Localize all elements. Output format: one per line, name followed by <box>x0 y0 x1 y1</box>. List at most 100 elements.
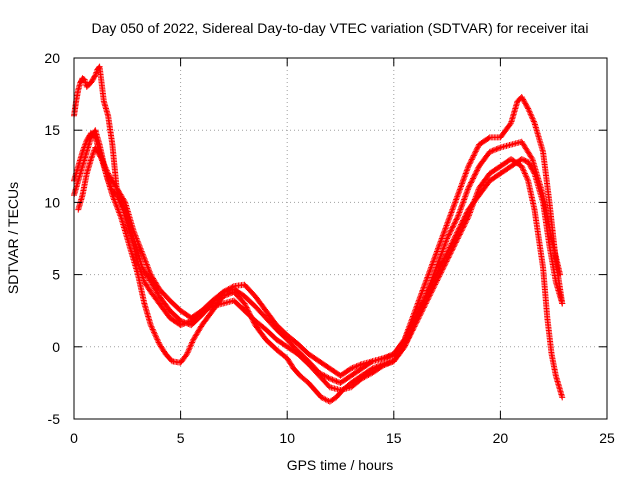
data-point-track-c <box>436 273 443 280</box>
data-point-track-d <box>469 176 476 183</box>
data-point-track-c <box>322 396 329 403</box>
data-point-track-d <box>121 198 128 205</box>
data-point-track-c <box>152 332 159 339</box>
data-point-track-d <box>468 178 475 185</box>
y-tick-label: 10 <box>44 194 60 210</box>
data-point-track-c <box>463 217 470 224</box>
data-point-track-d <box>364 372 371 379</box>
data-point-track-b <box>424 273 431 280</box>
data-point-track-d <box>100 160 107 167</box>
data-point-track-d <box>381 362 388 369</box>
data-point-track-b <box>530 117 537 124</box>
data-point-track-d <box>95 149 102 156</box>
data-point-track-b <box>417 293 424 300</box>
data-point-track-b <box>518 93 525 100</box>
data-point-track-d <box>473 168 480 175</box>
data-point-track-d <box>528 154 535 161</box>
data-point-track-d <box>410 322 417 329</box>
data-point-track-c <box>111 197 118 204</box>
data-point-track-d <box>426 283 433 290</box>
data-point-track-d <box>431 268 438 275</box>
data-point-track-c <box>442 259 449 266</box>
data-point-track-d <box>412 316 419 323</box>
data-point-track-d <box>140 254 147 261</box>
data-points <box>71 63 566 405</box>
data-point-track-b <box>468 156 475 163</box>
data-point-track-c <box>521 169 528 176</box>
data-point-track-d <box>463 190 470 197</box>
data-point-track-c <box>441 262 448 269</box>
data-point-track-d <box>408 326 415 333</box>
data-point-track-b <box>443 222 450 229</box>
data-point-track-d <box>444 235 451 242</box>
data-point-track-d <box>464 187 471 194</box>
data-point-track-b <box>485 135 492 142</box>
data-point-track-d <box>400 345 407 352</box>
data-point-track-d <box>441 241 448 248</box>
data-point-track-b <box>445 218 452 225</box>
data-point-track-d <box>361 374 368 381</box>
data-point-track-b <box>420 284 427 291</box>
data-point-track-d <box>446 230 453 237</box>
data-point-track-b <box>436 242 443 249</box>
y-tick-label: 20 <box>44 50 60 66</box>
data-point-track-d <box>496 145 503 152</box>
data-point-track-b <box>444 221 451 228</box>
data-point-track-d <box>131 231 138 238</box>
data-point-track-a <box>518 156 525 163</box>
data-point-track-d <box>452 219 459 226</box>
y-axis-label: SDTVAR / TECUs <box>5 182 21 294</box>
data-point-track-c <box>473 192 480 199</box>
data-point-track-c <box>450 244 457 251</box>
data-point-track-b <box>346 366 353 373</box>
data-point-track-d <box>97 153 104 160</box>
data-point-track-b <box>419 287 426 294</box>
data-point-track-c <box>520 167 527 174</box>
x-tick-label: 5 <box>177 430 185 446</box>
data-point-track-b <box>438 236 445 243</box>
data-point-track-d <box>96 152 103 159</box>
data-point-track-a <box>521 157 528 164</box>
data-point-track-d <box>452 217 459 224</box>
data-point-track-d <box>462 192 469 199</box>
data-point-track-c <box>432 280 439 287</box>
data-point-track-d <box>467 180 474 187</box>
data-point-track-d <box>103 166 110 173</box>
data-point-track-b <box>471 151 478 158</box>
data-point-track-c <box>117 212 124 219</box>
data-point-track-d <box>407 327 414 334</box>
data-point-track-c <box>116 210 123 217</box>
data-point-track-b <box>458 182 465 189</box>
data-point-track-c <box>148 323 155 330</box>
data-point-track-d <box>437 254 444 261</box>
grid-lines <box>74 58 607 419</box>
data-point-track-d <box>143 261 150 268</box>
data-point-track-b <box>448 208 455 215</box>
data-point-track-d <box>202 306 209 313</box>
data-point-track-d <box>99 158 106 165</box>
data-point-track-b <box>473 147 480 154</box>
data-point-track-c <box>189 338 196 345</box>
data-point-track-b <box>449 206 456 213</box>
data-point-track-c <box>475 187 482 194</box>
data-point-track-c <box>187 342 194 349</box>
data-point-track-b <box>348 365 355 372</box>
data-point-track-c <box>462 219 469 226</box>
data-point-track-d <box>88 156 95 163</box>
data-point-track-c <box>225 291 232 298</box>
data-point-track-d <box>201 306 208 313</box>
data-point-track-c <box>116 209 123 216</box>
data-point-track-c <box>458 227 465 234</box>
data-point-track-b <box>522 101 529 108</box>
data-point-track-d <box>130 228 137 235</box>
data-point-track-c <box>467 209 474 216</box>
data-point-track-b <box>528 114 535 121</box>
data-point-track-d <box>430 273 437 280</box>
data-point-track-c <box>446 251 453 258</box>
data-point-track-c <box>446 253 453 260</box>
data-point-track-c <box>185 348 192 355</box>
data-point-track-c <box>472 195 479 202</box>
data-point-track-c <box>459 226 466 233</box>
data-point-track-d <box>432 267 439 274</box>
data-point-track-b <box>464 164 471 171</box>
